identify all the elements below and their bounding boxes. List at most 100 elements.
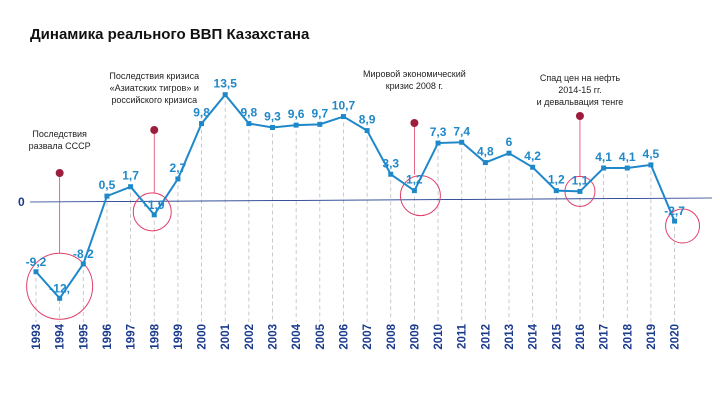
data-label-2005: 9,7 [311,106,328,120]
data-label-2007: 8,9 [359,113,376,127]
data-point-2017 [601,165,607,171]
data-label-2019: 4,5 [643,147,660,161]
gdp-series-line [35,93,676,300]
x-tick-2007: 2007 [362,324,374,350]
highlight-circle-1998 [132,192,172,232]
x-tick-2004: 2004 [291,323,303,349]
x-tick-2005: 2005 [315,323,327,349]
event-dot-1998 [150,126,159,134]
x-tick-1998: 1998 [149,323,161,349]
event-text-2016-1: 2014-15 гг. [558,85,602,95]
x-tick-2015: 2015 [551,323,563,349]
x-tick-2017: 2017 [599,324,611,350]
data-point-1998 [151,212,157,218]
data-point-1996 [104,193,110,199]
x-tick-2008: 2008 [386,323,398,349]
event-text-2009-1: кризис 2008 г. [386,81,443,91]
data-point-1994 [57,295,63,301]
data-label-2001: 13,5 [214,77,238,91]
data-label-2003: 9,3 [264,109,281,123]
event-text-2009-0: Мировой экономический [363,69,466,79]
data-point-2011 [459,139,465,145]
highlight-circle-2020 [665,208,701,244]
data-point-2013 [506,150,512,156]
x-tick-1996: 1996 [102,324,114,350]
data-label-2006: 10,7 [332,99,356,113]
data-point-2015 [553,188,559,194]
data-label-1998: -1,9 [144,198,165,212]
data-point-2018 [624,165,630,171]
x-tick-2013: 2013 [504,324,516,350]
x-tick-2011: 2011 [457,323,469,349]
data-label-1999: 2,7 [170,161,187,175]
x-tick-2003: 2003 [268,324,280,350]
x-tick-2006: 2006 [338,324,350,350]
data-point-2001 [222,92,228,98]
event-dot-2009 [410,119,419,127]
event-text-1998-0: Последствия кризиса [109,71,199,81]
data-points [33,92,678,301]
x-tick-2018: 2018 [622,323,634,349]
data-point-1995 [80,261,86,267]
data-point-2004 [293,122,299,128]
x-tick-2000: 2000 [197,324,209,350]
data-label-1993: -9,2 [26,255,47,269]
event-annotations: Последствия развала СССР Последствия кризи… [29,69,624,254]
x-tick-1999: 1999 [173,324,185,350]
data-label-2017: 4,1 [595,150,612,164]
x-tick-2001: 2001 [220,323,232,349]
data-label-2013: 6 [506,135,513,149]
data-label-2002: 9,8 [241,106,258,120]
data-label-2009: 1,2 [406,173,423,187]
zero-axis [29,197,713,203]
data-point-1999 [175,176,181,182]
data-point-2009 [411,188,417,194]
data-point-2000 [199,121,205,127]
data-point-2010 [435,140,441,146]
data-point-2007 [364,128,370,134]
event-text-1994-1: развала СССР [29,141,91,151]
vertical-grid [35,100,675,322]
x-tick-1997: 1997 [126,324,138,350]
data-label-2020: -2,7 [664,204,685,218]
x-tick-2020: 2020 [670,324,682,350]
x-tick-1993: 1993 [31,324,43,350]
data-label-2000: 9,8 [193,106,210,120]
data-label-2010: 7,3 [430,125,447,139]
event-dot-1994 [55,169,64,177]
data-label-1995: -8,2 [73,247,94,261]
x-tick-1994: 1994 [55,323,67,349]
event-text-1994-0: Последствия [32,129,87,139]
x-tick-1995: 1995 [78,323,90,349]
data-label-2012: 4,8 [477,145,494,159]
event-text-1998-1: «Азиатских тигров» и [110,83,199,93]
x-tick-2014: 2014 [528,323,540,349]
data-point-2016 [577,188,583,194]
chart-title: Динамика реального ВВП Казахстана [30,26,310,43]
x-tick-2010: 2010 [433,324,445,350]
x-axis-ticks: 1993 1994 1995 1996 1997 1998 1999 2000 2001 2002… [31,323,682,349]
data-label-1997: 1,7 [122,169,139,183]
data-point-2020 [672,218,678,224]
data-point-2006 [340,114,346,120]
x-tick-2016: 2016 [575,324,587,350]
highlight-circle-2009 [399,175,441,217]
data-point-2002 [246,121,252,127]
data-label-1996: 0,5 [99,178,116,192]
data-label-2011: 7,4 [453,124,470,138]
event-dot-2016 [575,112,584,120]
data-point-2003 [270,124,275,130]
event-text-2016-2: и девальвация тенге [537,97,624,107]
data-labels: -9,2-12, -8,2 0,5 1,7 -1,9 2,7 9,8 13,5 9,8 9,3 9,… [26,77,686,296]
x-tick-2009: 2009 [409,324,421,350]
data-label-2008: 3,3 [382,156,399,170]
data-point-2008 [388,171,394,177]
zero-axis-label: 0 [18,195,25,209]
data-label-2018: 4,1 [619,150,636,164]
data-point-2005 [317,121,323,127]
data-point-1997 [128,184,134,190]
data-point-2014 [530,164,536,170]
event-text-1998-2: российского кризиса [111,95,197,105]
event-text-2016-0: Спад цен на нефть [540,73,620,83]
